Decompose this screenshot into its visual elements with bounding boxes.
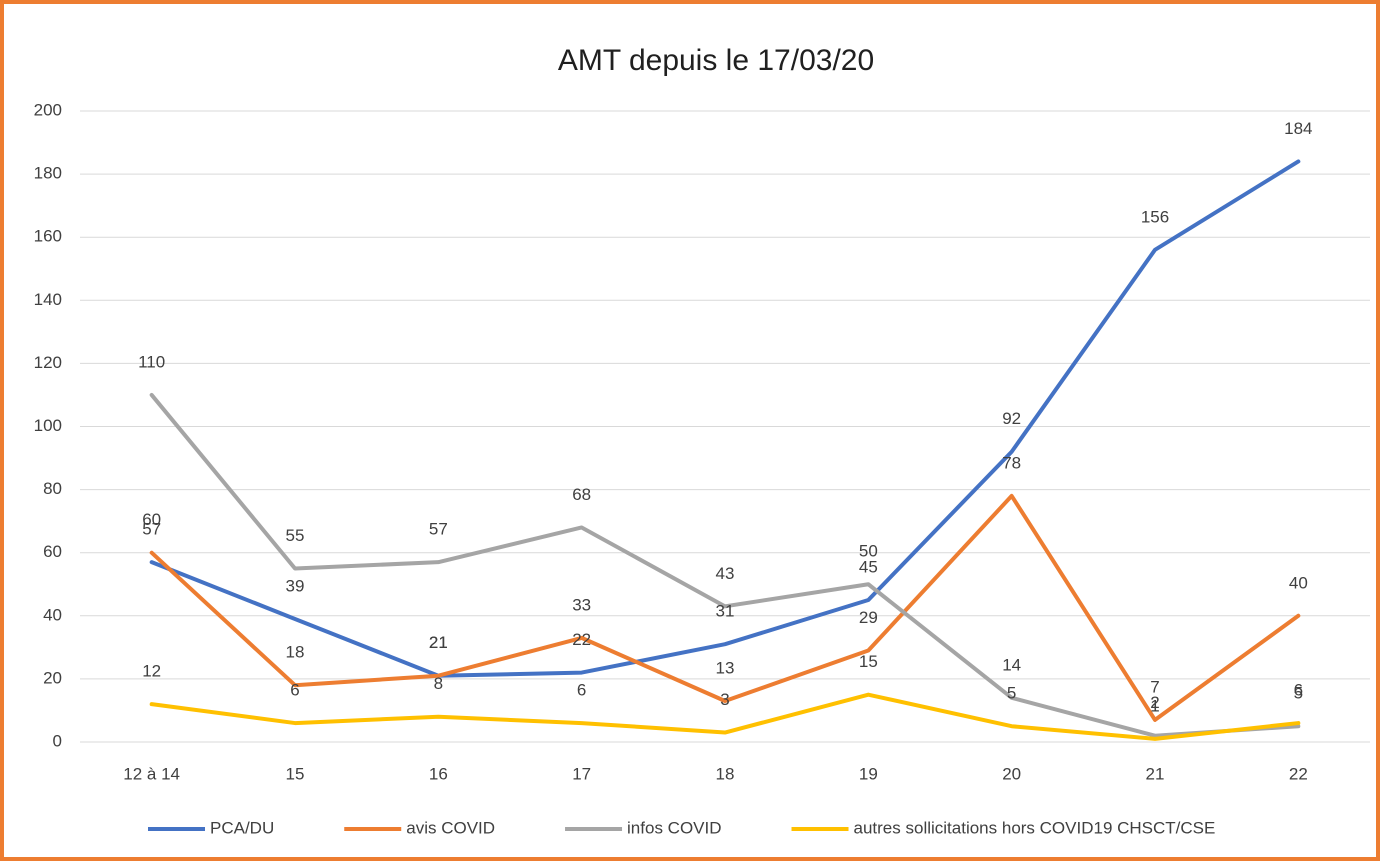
y-tick-label: 60 [43,542,62,561]
data-label: 33 [572,595,591,614]
data-label: 22 [572,630,591,649]
x-tick-label: 21 [1146,764,1165,783]
legend-label: autres sollicitations hors COVID19 CHSCT… [854,818,1216,837]
x-tick-label: 20 [1002,764,1021,783]
data-label: 3 [720,690,729,709]
data-label: 18 [286,643,305,662]
y-tick-label: 140 [34,290,62,309]
y-tick-label: 40 [43,605,62,624]
data-label: 55 [286,526,305,545]
series-line [149,392,1301,738]
data-label: 92 [1002,409,1021,428]
data-label: 60 [142,510,161,529]
data-label: 68 [572,485,591,504]
data-label: 78 [1002,453,1021,472]
y-tick-label: 20 [43,668,62,687]
data-label: 57 [142,520,161,539]
data-label: 6 [290,681,299,700]
x-tick-label: 12 à 14 [123,764,180,783]
legend-label: avis COVID [406,818,495,837]
data-label: 6 [1294,681,1303,700]
x-tick-label: 19 [859,764,878,783]
data-label: 31 [716,602,735,621]
data-label: 50 [859,542,878,561]
data-label: 14 [1002,655,1021,674]
data-label: 2 [1150,693,1159,712]
y-tick-label: 0 [53,731,62,750]
data-label: 7 [1150,677,1159,696]
chart-title: AMT depuis le 17/03/20 [558,44,874,77]
legend-label: infos COVID [627,818,721,837]
data-label: 12 [142,662,161,681]
data-label: 8 [434,674,443,693]
legend-label: PCA/DU [210,818,274,837]
y-tick-label: 100 [34,416,62,435]
data-label: 184 [1284,119,1312,138]
data-label: 57 [429,520,448,539]
series-line [149,692,1301,741]
series-line [149,493,1301,722]
y-tick-label: 200 [34,100,62,119]
x-tick-label: 18 [716,764,735,783]
data-label: 29 [859,608,878,627]
y-tick-label: 120 [34,353,62,372]
data-label: 40 [1289,573,1308,592]
data-label: 5 [1007,684,1016,703]
y-tick-label: 160 [34,227,62,246]
data-label: 39 [286,576,305,595]
data-label: 45 [859,558,878,577]
x-tick-label: 15 [286,764,305,783]
data-label: 43 [716,564,735,583]
data-label: 1 [1150,696,1159,715]
y-tick-label: 180 [34,164,62,183]
data-label: 110 [138,352,165,371]
data-label: 5 [1294,684,1303,703]
data-label: 6 [577,681,586,700]
data-label: 156 [1141,207,1169,226]
x-tick-label: 16 [429,764,448,783]
data-label: 21 [429,633,448,652]
y-tick-label: 80 [43,479,62,498]
data-label: 21 [429,633,448,652]
data-label: 13 [716,658,735,677]
x-tick-label: 17 [572,764,591,783]
data-label: 15 [859,652,878,671]
series-line [149,159,1301,678]
x-tick-label: 22 [1289,764,1308,783]
